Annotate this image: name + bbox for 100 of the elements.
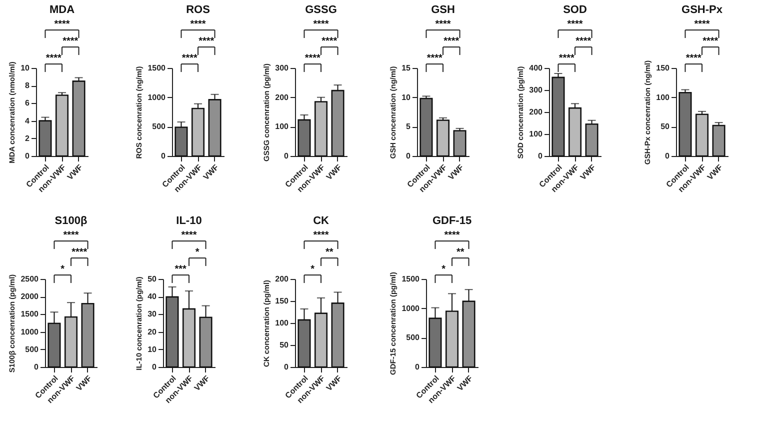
text: **: [456, 247, 464, 258]
bar: [174, 126, 188, 157]
text: ****: [181, 230, 197, 241]
y-tick-label: 500: [152, 122, 166, 132]
chart-title: MDA: [49, 4, 75, 16]
y-tick-label: 200: [275, 274, 290, 284]
y-tick-label: 50: [148, 274, 158, 284]
y-tick-label: 10: [402, 92, 412, 102]
bar: [55, 94, 69, 157]
bar: [331, 90, 344, 157]
text: ****: [322, 36, 338, 47]
y-tick-label: 100: [656, 92, 670, 102]
text: ****: [72, 247, 88, 258]
y-tick-label: 40: [148, 292, 158, 302]
text: ****: [686, 53, 702, 64]
y-tick-label: 2500: [20, 274, 40, 284]
text: ****: [46, 53, 62, 64]
y-tick-label: 15: [402, 64, 412, 72]
y-tick-label: 0: [25, 152, 30, 160]
y-tick-label: 1500: [402, 274, 420, 284]
y-tick-label: 0: [152, 362, 158, 372]
text: ****: [558, 53, 574, 64]
bar: [298, 119, 311, 157]
bar: [191, 108, 205, 157]
y-tick-label: 10: [148, 344, 158, 354]
y-tick-label: 200: [529, 108, 544, 116]
y-tick-label: 300: [529, 86, 544, 94]
chart-title: GDF-15: [432, 215, 472, 227]
y-tick-label: 1000: [148, 92, 166, 102]
y-tick-label: 200: [275, 92, 290, 102]
y-tick-label: 5: [406, 122, 412, 132]
bar: [585, 123, 598, 157]
bar: [552, 76, 565, 157]
bar: [436, 120, 450, 157]
y-tick-label: 10: [20, 64, 30, 72]
y-tick-label: 30: [148, 310, 158, 319]
y-tick-label: 1500: [20, 310, 40, 319]
text: ****: [576, 36, 592, 47]
y-tick-label: 100: [275, 122, 290, 132]
bar: [72, 80, 86, 157]
y-tick-label: 1000: [402, 304, 420, 313]
text: ****: [182, 53, 198, 64]
y-tick-label: 0: [161, 152, 166, 160]
bar: [420, 98, 433, 157]
y-tick-label: 0: [284, 362, 290, 372]
bar: [678, 92, 692, 157]
text: *: [60, 264, 65, 275]
y-tick-label: 100: [275, 318, 290, 328]
y-tick-label: 500: [406, 333, 420, 342]
y-tick-label: 0: [415, 362, 420, 372]
bar: [208, 99, 222, 157]
text: ****: [313, 230, 329, 241]
text: ****: [190, 19, 206, 30]
bar: [568, 107, 582, 157]
y-tick-label: 50: [280, 340, 290, 350]
text: ****: [702, 36, 718, 47]
chart-title: GSH-Px: [682, 4, 724, 16]
bar: [38, 120, 52, 157]
text: ****: [62, 36, 78, 47]
y-tick-label: 0: [34, 362, 40, 372]
y-tick-label: 20: [148, 327, 158, 336]
y-tick-label: 8: [25, 81, 30, 90]
y-tick-label: 0: [665, 152, 670, 160]
chart-title: SOD: [563, 4, 587, 16]
text: ****: [444, 230, 460, 241]
text: ****: [63, 230, 79, 241]
y-tick-label: 2000: [20, 292, 40, 302]
chart-title: ROS: [186, 4, 210, 16]
text: ****: [444, 36, 460, 47]
y-tick-label: 50: [660, 122, 670, 132]
y-tick-label: 500: [25, 344, 40, 354]
text: ****: [435, 19, 451, 30]
y-tick-label: 0: [284, 152, 290, 160]
y-tick-label: 100: [529, 130, 544, 138]
y-tick-label: 400: [529, 64, 544, 72]
y-tick-label: 2: [25, 134, 30, 143]
y-tick-label: 0: [538, 152, 544, 160]
chart-title: IL-10: [176, 215, 202, 227]
text: ****: [304, 53, 320, 64]
y-tick-label: 150: [656, 64, 670, 72]
text: ****: [174, 247, 200, 275]
text: ****: [54, 19, 70, 30]
bar: [712, 124, 726, 157]
chart-title: S100β: [54, 215, 88, 227]
y-tick-label: 1000: [20, 327, 40, 336]
text: ****: [313, 19, 329, 30]
bar: [453, 130, 466, 157]
bar: [314, 101, 328, 157]
chart-title: GSSG: [305, 4, 337, 16]
text: **: [325, 247, 334, 258]
y-tick-label: 150: [275, 296, 290, 306]
y-tick-label: 1500: [148, 64, 166, 72]
chart-title: CK: [313, 215, 329, 227]
text: ****: [567, 19, 583, 30]
text: ****: [426, 53, 442, 64]
y-tick-label: 6: [25, 98, 30, 108]
y-tick-label: 300: [275, 64, 290, 72]
bar: [695, 114, 709, 157]
chart-title: GSH: [431, 4, 455, 16]
y-tick-label: 4: [25, 116, 30, 126]
